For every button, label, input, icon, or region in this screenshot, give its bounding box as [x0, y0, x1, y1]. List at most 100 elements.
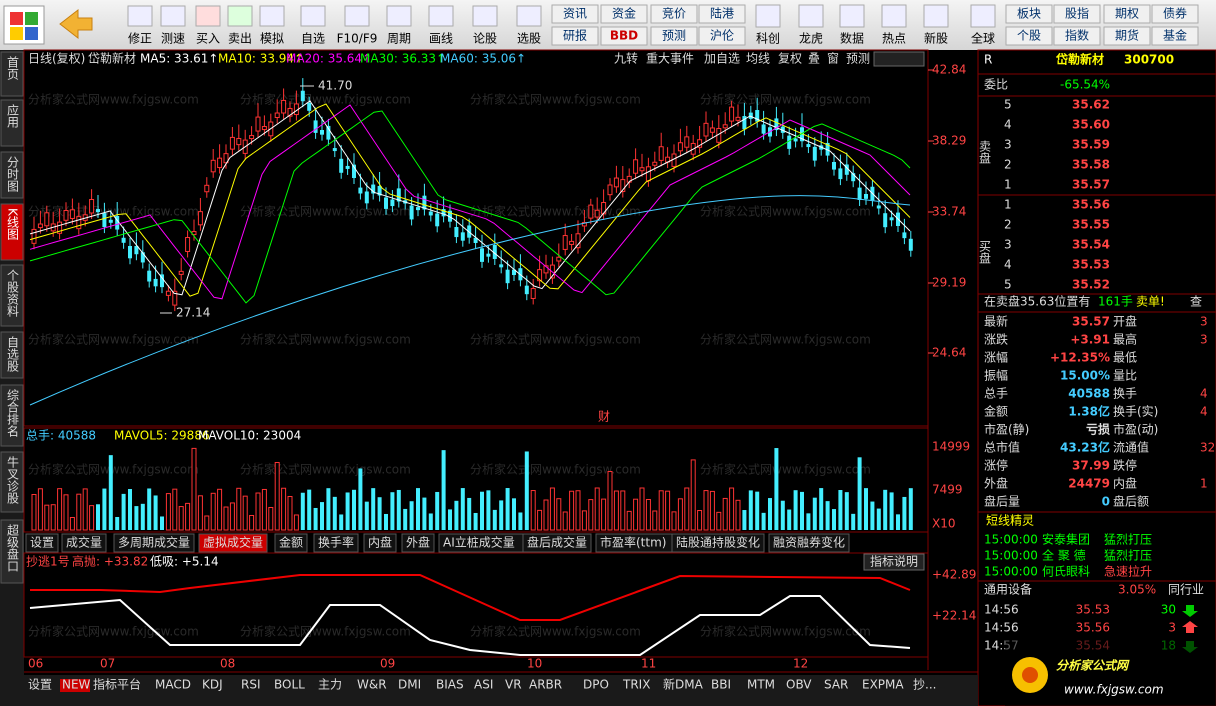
tab[interactable]	[363, 533, 397, 553]
left-tab[interactable]	[0, 51, 24, 97]
tool-button[interactable]	[551, 26, 599, 46]
volume-bar	[530, 490, 536, 531]
tool-icon[interactable]	[227, 5, 253, 27]
volume-bar	[588, 499, 594, 531]
volume-bar	[697, 510, 703, 531]
tool-button[interactable]	[1151, 26, 1199, 46]
left-tab[interactable]	[0, 99, 24, 147]
volume-bar	[838, 490, 843, 530]
candle-body	[229, 136, 235, 150]
tool-button[interactable]	[1053, 26, 1101, 46]
tool-button[interactable]	[698, 26, 746, 46]
tool-icon[interactable]	[344, 5, 370, 27]
chart-name: 岱勒新材	[88, 51, 136, 66]
tool-icon[interactable]	[195, 5, 221, 27]
tool-icon[interactable]	[923, 4, 949, 28]
candle-body	[422, 195, 427, 210]
candle-body	[236, 138, 242, 146]
tab[interactable]	[61, 533, 107, 553]
tool-icon[interactable]	[798, 4, 824, 28]
tool-icon[interactable]	[127, 5, 153, 27]
stat-label: 流通值	[1113, 440, 1149, 455]
tool-icon[interactable]	[516, 5, 542, 27]
left-tab[interactable]	[0, 519, 24, 584]
volume-bar	[671, 511, 677, 531]
back-button[interactable]	[59, 8, 93, 40]
tool-button[interactable]	[1053, 4, 1101, 24]
tool-button[interactable]	[1005, 26, 1053, 46]
chart-button: 复权	[778, 52, 802, 66]
stat-label: 金额	[984, 404, 1008, 419]
tool-icon[interactable]	[970, 4, 996, 28]
candle-body	[345, 165, 350, 169]
stat-value: 亏损	[1086, 422, 1110, 437]
tab[interactable]	[25, 533, 59, 553]
ma-line	[29, 104, 911, 300]
tab[interactable]	[274, 533, 308, 553]
tool-icon[interactable]	[472, 5, 498, 27]
tool-button[interactable]	[600, 4, 648, 24]
left-tab[interactable]	[0, 264, 24, 327]
trade-price: 35.56	[1076, 621, 1110, 635]
tool-button[interactable]	[1005, 4, 1053, 24]
tab-label: 融资融券变化	[773, 535, 845, 550]
tool-button[interactable]	[1103, 26, 1151, 46]
volume-bar	[889, 492, 894, 530]
tool-icon[interactable]	[300, 5, 326, 27]
volume-bar	[57, 488, 63, 531]
volume-bar	[601, 498, 607, 531]
more-btn[interactable]	[873, 51, 925, 67]
tab[interactable]	[401, 533, 435, 553]
candle-body	[160, 274, 164, 288]
tool-button[interactable]	[600, 26, 648, 46]
candle-body	[281, 99, 287, 114]
tool-icon[interactable]	[881, 4, 907, 28]
candle-body	[793, 138, 798, 142]
ma-line	[29, 103, 911, 297]
stat-value: 40588	[1068, 387, 1110, 401]
left-tab[interactable]	[0, 451, 24, 513]
candle-body	[326, 125, 331, 140]
tool-button[interactable]	[650, 26, 698, 46]
tab[interactable]	[313, 533, 359, 553]
tab[interactable]	[113, 533, 195, 553]
tool-button[interactable]	[1103, 4, 1151, 24]
tool-button[interactable]	[551, 4, 599, 24]
tab-label: 陆股通持股变化	[676, 535, 760, 550]
new-badge	[60, 679, 90, 692]
left-tab[interactable]	[0, 384, 24, 447]
candle-body	[102, 213, 107, 228]
volume-bar	[69, 516, 75, 531]
tool-icon[interactable]	[755, 4, 781, 28]
volume-axis-label: 14999	[932, 440, 970, 454]
tool-icon[interactable]	[386, 5, 412, 27]
stat-label: 量比	[1113, 369, 1137, 383]
volume-bar	[518, 512, 523, 530]
tab[interactable]	[671, 533, 765, 553]
tool-icon[interactable]	[259, 5, 285, 27]
help-btn[interactable]	[863, 553, 925, 571]
watermark: 分析家公式网www.fxjgsw.com	[700, 204, 871, 219]
price: 35.55	[1072, 218, 1110, 232]
candle-body	[742, 116, 747, 130]
volume-bar	[793, 490, 798, 530]
volume-bar	[722, 497, 728, 531]
tab[interactable]	[198, 533, 268, 553]
candle-body	[69, 209, 75, 219]
sprite-stock: 全 聚 德	[1042, 548, 1086, 563]
candle-body	[787, 135, 792, 149]
tool-icon[interactable]	[839, 4, 865, 28]
tab[interactable]	[768, 533, 850, 553]
tool-button[interactable]	[698, 4, 746, 24]
left-tab[interactable]	[0, 151, 24, 199]
tool-icon[interactable]	[428, 5, 454, 27]
tool-icon[interactable]	[160, 5, 186, 27]
stat-value: 3	[1200, 333, 1208, 347]
left-tab[interactable]	[0, 203, 24, 261]
tool-button[interactable]	[650, 4, 698, 24]
tab[interactable]	[522, 533, 592, 553]
price: 35.56	[1072, 198, 1110, 212]
left-tab[interactable]	[0, 331, 24, 379]
candle-body	[364, 191, 369, 204]
tool-button[interactable]	[1151, 4, 1199, 24]
